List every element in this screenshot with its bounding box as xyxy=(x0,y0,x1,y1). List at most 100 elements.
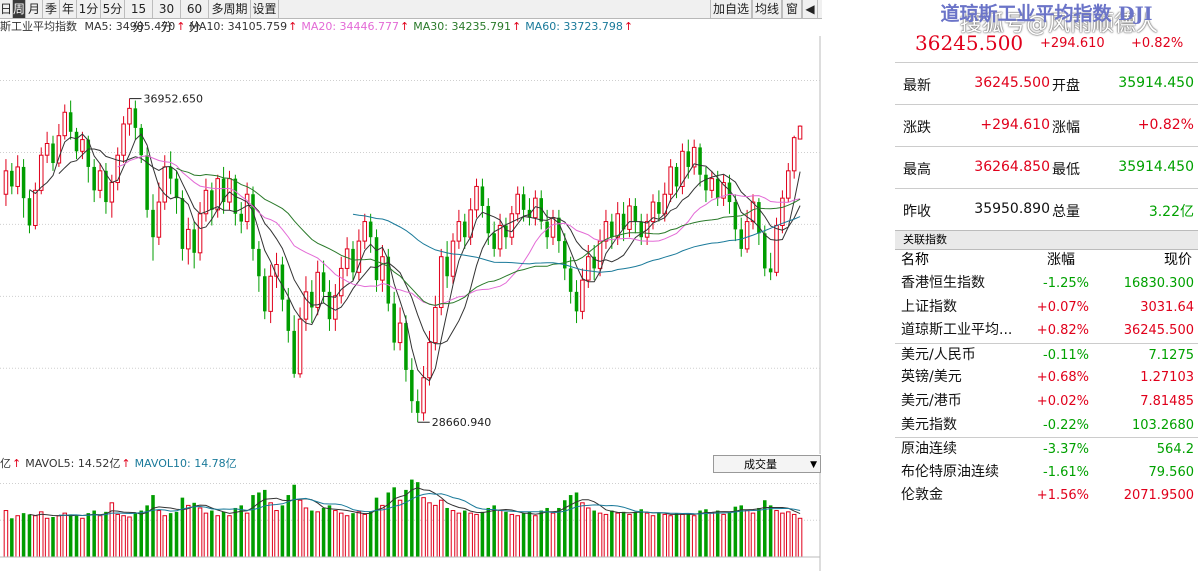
period-tab-8[interactable]: 30分 xyxy=(153,0,181,34)
volume-bar xyxy=(744,510,750,558)
related-row[interactable]: 美元指数 -0.22% 103.2680 xyxy=(895,414,1198,437)
volume-bar xyxy=(410,479,414,557)
candle xyxy=(38,147,44,195)
volume-chart[interactable]: 284.58万142.29万X1000 xyxy=(0,473,822,571)
candle xyxy=(410,358,414,413)
candle xyxy=(162,155,168,210)
volume-bar xyxy=(174,511,179,557)
candle xyxy=(768,252,773,281)
related-row[interactable]: 美元/港币 +0.02% 7.81485 xyxy=(895,390,1198,413)
volume-bar xyxy=(386,492,391,557)
stat-value: +0.82% xyxy=(1137,117,1194,133)
candle xyxy=(180,190,185,261)
candle xyxy=(421,366,426,421)
volume-bar xyxy=(521,513,526,557)
volume-bar xyxy=(257,492,261,557)
candle xyxy=(86,135,91,183)
candle xyxy=(463,213,467,249)
toolbar-btn-3[interactable]: ◀ xyxy=(802,0,818,18)
related-name: 美元/港币 xyxy=(901,393,962,409)
period-tab-7[interactable]: 15分 xyxy=(125,0,153,34)
candle xyxy=(592,245,596,281)
candle xyxy=(657,190,661,222)
volume-bar xyxy=(380,504,385,558)
toolbar-btn-2[interactable]: 窗 xyxy=(782,0,802,18)
volume-bar xyxy=(474,513,479,558)
volume-bar xyxy=(509,513,515,558)
volume-bar xyxy=(686,513,691,557)
volume-bar xyxy=(186,504,191,558)
candle xyxy=(251,186,255,261)
related-pct: -0.22% xyxy=(1043,417,1089,433)
candle xyxy=(450,233,456,285)
candle xyxy=(133,100,138,140)
period-tab-11[interactable]: 设置 xyxy=(251,0,279,18)
up-arrow-icon: ↑ xyxy=(121,457,131,470)
period-tab-6[interactable]: 5分 xyxy=(101,0,125,18)
related-price: 564.2 xyxy=(1156,442,1194,458)
volume-bar xyxy=(421,497,426,558)
related-row[interactable]: 道琼斯工业平均... +0.82% 36245.500 xyxy=(895,319,1198,342)
volume-bar xyxy=(227,515,232,558)
candle xyxy=(297,307,303,378)
related-name: 原油连续 xyxy=(901,441,957,458)
period-tab-4[interactable]: 年 xyxy=(60,0,77,18)
volume-bar xyxy=(456,512,462,558)
volume-bar xyxy=(644,512,650,558)
period-tab-5[interactable]: 1分 xyxy=(77,0,101,18)
related-pct: +0.07% xyxy=(1036,299,1089,315)
candlestick-chart[interactable]: 37413.30135570.69833728.09631885.4943004… xyxy=(0,36,822,454)
period-tab-0[interactable]: 日 xyxy=(0,0,13,18)
related-row[interactable]: 香港恒生指数 -1.25% 16830.300 xyxy=(895,272,1198,295)
volume-bar xyxy=(586,507,591,558)
related-name: 伦敦金 xyxy=(901,487,943,504)
volume-bar xyxy=(557,507,561,557)
candle xyxy=(3,159,9,206)
period-tab-3[interactable]: 季 xyxy=(43,0,60,18)
related-price: 7.1275 xyxy=(1148,347,1195,363)
candle xyxy=(192,221,196,269)
candle xyxy=(733,194,738,242)
candle xyxy=(438,248,444,316)
volume-bar xyxy=(539,510,543,557)
candle xyxy=(62,104,68,140)
period-tab-9[interactable]: 60分 xyxy=(181,0,209,34)
volume-bar xyxy=(97,515,103,558)
ma-legend-item-4: MA60: 33723.798 xyxy=(525,20,623,33)
ma-legend-item-3: MA30: 34235.791 xyxy=(413,20,511,33)
related-row[interactable]: 上证指数 +0.07% 3031.64 xyxy=(895,296,1198,319)
volume-bar xyxy=(750,512,756,558)
candle xyxy=(333,284,338,331)
indicator-select[interactable]: 成交量 ▼ xyxy=(713,455,821,473)
related-row[interactable]: 英镑/美元 +0.68% 1.27103 xyxy=(895,366,1198,389)
stat-value: 3.22亿 xyxy=(1148,204,1194,220)
vol-ma-line-MAVOL10 xyxy=(58,492,801,517)
candle xyxy=(127,98,132,136)
related-pct: -1.61% xyxy=(1043,464,1089,480)
related-pct: +0.68% xyxy=(1036,370,1089,386)
volume-bar xyxy=(127,516,132,558)
volume-bar xyxy=(450,510,456,558)
toolbar-btn-1[interactable]: 均线 xyxy=(752,0,782,18)
period-tab-1[interactable]: 周 xyxy=(13,0,26,18)
related-row[interactable]: 美元/人民币 -0.11% 7.1275 xyxy=(895,342,1198,367)
stat-value: +294.610 xyxy=(980,117,1050,133)
candle xyxy=(633,198,638,234)
col-name: 名称 xyxy=(901,252,929,268)
related-pct: -3.37% xyxy=(1043,442,1089,458)
up-arrow-icon: ↑ xyxy=(176,20,186,33)
related-row[interactable]: 伦敦金 +1.56% 2071.9500 xyxy=(895,484,1198,507)
related-row[interactable]: 布伦特原油连续 -1.61% 79.560 xyxy=(895,461,1198,484)
related-price: 2071.9500 xyxy=(1123,488,1194,504)
candle xyxy=(257,241,261,292)
volume-bar xyxy=(68,514,73,557)
volume-bar xyxy=(691,515,697,558)
volume-bar xyxy=(151,495,155,557)
period-tab-2[interactable]: 月 xyxy=(26,0,43,18)
stat-label: 涨跌 xyxy=(903,120,931,136)
related-row[interactable]: 原油连续 -3.37% 564.2 xyxy=(895,437,1198,461)
volume-bar xyxy=(145,505,149,557)
period-tab-10[interactable]: 多周期 xyxy=(209,0,251,18)
candle xyxy=(239,202,243,234)
toolbar-btn-0[interactable]: 加自选 xyxy=(710,0,752,18)
